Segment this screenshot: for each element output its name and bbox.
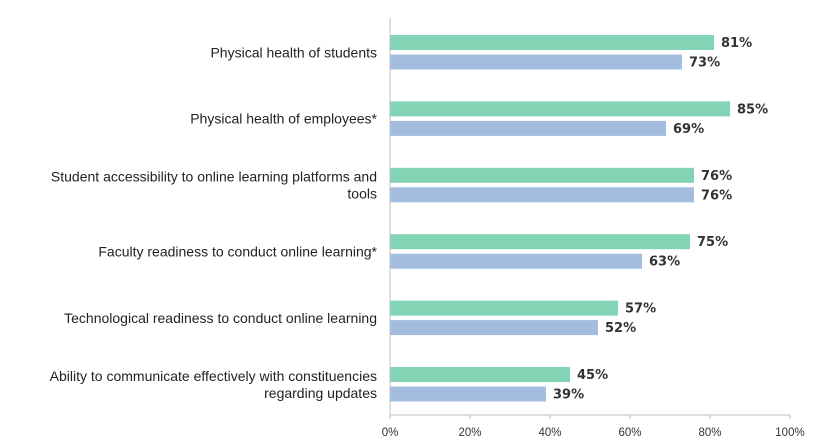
data-label: 52% xyxy=(605,321,636,336)
bar xyxy=(390,167,694,183)
bar xyxy=(390,300,618,316)
data-label: 73% xyxy=(689,56,720,71)
x-tick-labels: 0% 20% 40% 60% 80% 100% xyxy=(382,427,805,439)
data-label: 57% xyxy=(625,302,656,317)
category-label: Faculty readiness to conduct online lear… xyxy=(98,243,377,259)
x-tick-label: 60% xyxy=(618,427,641,439)
bars xyxy=(390,35,730,402)
data-label: 76% xyxy=(701,188,732,203)
axes xyxy=(389,18,791,419)
category-label: Physical health of employees* xyxy=(190,111,377,127)
value-labels: 81%73% 85% 69% 76% 76% 75% 63% 57% 52% 45% 39% xyxy=(553,36,768,403)
x-tick-label: 40% xyxy=(538,427,561,439)
bar xyxy=(390,101,730,117)
bar xyxy=(390,54,682,70)
bar xyxy=(390,120,666,136)
category-label: Student accessibility to online learning… xyxy=(51,169,377,202)
x-tick-label: 80% xyxy=(698,427,721,439)
category-label: Physical health of students xyxy=(210,44,377,60)
data-label: 81% xyxy=(721,36,752,51)
x-tick-label: 0% xyxy=(382,427,399,439)
bar xyxy=(390,367,570,382)
bar xyxy=(390,386,546,402)
x-tick-label: 20% xyxy=(458,427,481,439)
bar xyxy=(390,253,642,269)
data-label: 76% xyxy=(701,169,732,184)
data-label: 75% xyxy=(697,235,728,250)
data-label: 69% xyxy=(673,122,704,137)
bar xyxy=(390,187,694,203)
category-labels: Physical health of students Physical heal… xyxy=(50,44,378,401)
bar xyxy=(390,320,598,336)
x-tick-label: 100% xyxy=(775,427,804,439)
data-label: 39% xyxy=(553,388,584,403)
bar xyxy=(390,234,690,250)
category-label: Ability to communicate effectively with … xyxy=(50,368,377,401)
data-label: 63% xyxy=(649,255,680,270)
data-label: 85% xyxy=(737,102,768,117)
bar xyxy=(390,35,714,50)
category-label: Technological readiness to conduct onlin… xyxy=(64,310,377,326)
data-label: 45% xyxy=(577,368,608,383)
